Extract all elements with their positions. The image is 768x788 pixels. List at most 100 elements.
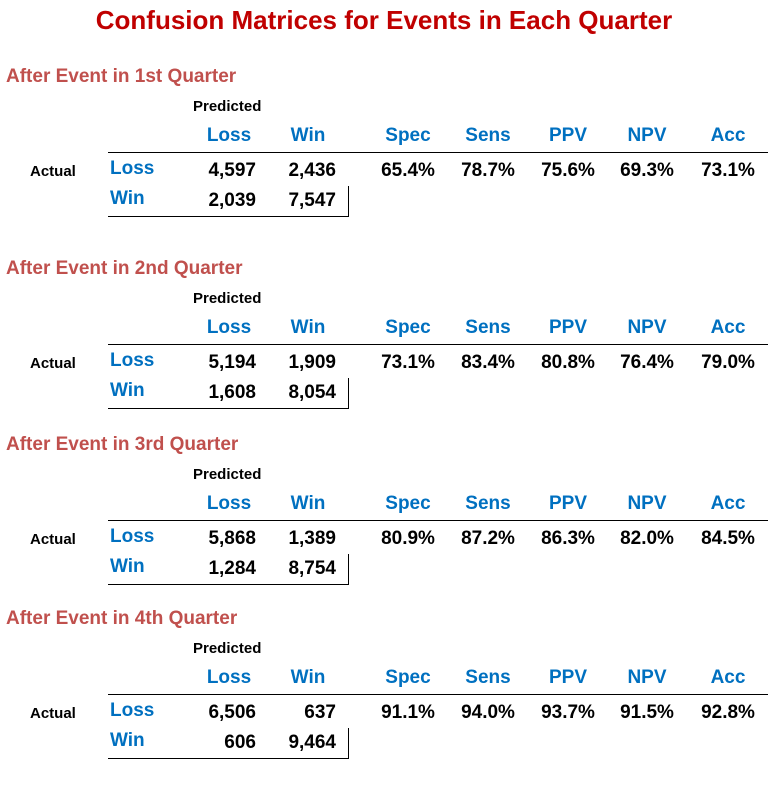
table-header-rule <box>108 520 768 521</box>
matrix-cell: 1,284 <box>208 558 256 579</box>
table-bottom-rule <box>108 758 349 759</box>
matrix-cell: 637 <box>304 702 336 723</box>
metric-value: 84.5% <box>701 528 755 549</box>
matrix-cell: 7,547 <box>288 190 336 211</box>
section-title: After Event in 1st Quarter <box>6 66 237 87</box>
matrix-cell: 1,389 <box>288 528 336 549</box>
predicted-column-header: Win <box>290 667 326 688</box>
metric-header: NPV <box>627 125 667 146</box>
metric-value: 80.8% <box>541 352 595 373</box>
metric-value: 80.9% <box>381 528 435 549</box>
actual-row-header: Win <box>110 380 145 401</box>
table-vertical-rule <box>348 186 349 217</box>
metric-header: NPV <box>627 317 667 338</box>
table-vertical-rule <box>348 554 349 585</box>
metric-header: NPV <box>627 493 667 514</box>
actual-axis-label: Actual <box>30 163 76 180</box>
metric-value: 87.2% <box>461 528 515 549</box>
actual-row-header: Loss <box>110 700 155 721</box>
matrix-cell: 606 <box>224 732 256 753</box>
actual-row-header: Loss <box>110 158 155 179</box>
matrix-cell: 1,608 <box>208 382 256 403</box>
metric-header: Sens <box>465 667 511 688</box>
actual-row-header: Loss <box>110 350 155 371</box>
metric-value: 73.1% <box>381 352 435 373</box>
predicted-axis-label: Predicted <box>193 640 262 657</box>
matrix-cell: 8,754 <box>288 558 336 579</box>
metric-header: PPV <box>548 125 588 146</box>
metric-value: 91.5% <box>620 702 674 723</box>
metric-value: 75.6% <box>541 160 595 181</box>
metric-header: PPV <box>548 493 588 514</box>
actual-row-header: Loss <box>110 526 155 547</box>
metric-value: 82.0% <box>620 528 674 549</box>
predicted-column-header: Win <box>290 317 326 338</box>
table-header-rule <box>108 152 768 153</box>
actual-row-header: Win <box>110 556 145 577</box>
metric-value: 92.8% <box>701 702 755 723</box>
metric-header: Sens <box>465 317 511 338</box>
actual-axis-label: Actual <box>30 531 76 548</box>
matrix-cell: 2,436 <box>288 160 336 181</box>
predicted-column-header: Loss <box>206 493 252 514</box>
section-title: After Event in 4th Quarter <box>6 608 238 629</box>
metric-header: Acc <box>710 667 746 688</box>
predicted-column-header: Win <box>290 493 326 514</box>
metric-header: Acc <box>710 317 746 338</box>
matrix-cell: 6,506 <box>208 702 256 723</box>
matrix-cell: 9,464 <box>288 732 336 753</box>
predicted-axis-label: Predicted <box>193 98 262 115</box>
section-title: After Event in 2nd Quarter <box>6 258 243 279</box>
confusion-matrix-section: After Event in 4th Quarter Predicted Actua… <box>0 608 768 788</box>
table-bottom-rule <box>108 216 349 217</box>
metric-value: 86.3% <box>541 528 595 549</box>
actual-axis-label: Actual <box>30 355 76 372</box>
matrix-cell: 2,039 <box>208 190 256 211</box>
metric-header: Spec <box>385 317 431 338</box>
confusion-matrix-section: After Event in 1st Quarter Predicted Actua… <box>0 66 768 246</box>
predicted-column-header: Loss <box>206 667 252 688</box>
metric-value: 65.4% <box>381 160 435 181</box>
actual-row-header: Win <box>110 188 145 209</box>
metric-header: PPV <box>548 667 588 688</box>
matrix-cell: 4,597 <box>208 160 256 181</box>
metric-header: Spec <box>385 493 431 514</box>
table-header-rule <box>108 344 768 345</box>
table-bottom-rule <box>108 584 349 585</box>
confusion-matrix-section: After Event in 2nd Quarter Predicted Actua… <box>0 258 768 438</box>
table-header-rule <box>108 694 768 695</box>
metric-value: 91.1% <box>381 702 435 723</box>
metric-value: 73.1% <box>701 160 755 181</box>
table-vertical-rule <box>348 728 349 759</box>
matrix-cell: 5,194 <box>208 352 256 373</box>
confusion-matrix-section: After Event in 3rd Quarter Predicted Actua… <box>0 434 768 614</box>
metric-value: 94.0% <box>461 702 515 723</box>
page-title: Confusion Matrices for Events in Each Qu… <box>95 5 673 35</box>
metric-header: PPV <box>548 317 588 338</box>
metric-header: Spec <box>385 667 431 688</box>
metric-header: NPV <box>627 667 667 688</box>
metric-value: 93.7% <box>541 702 595 723</box>
metric-header: Sens <box>465 125 511 146</box>
matrix-cell: 8,054 <box>288 382 336 403</box>
actual-axis-label: Actual <box>30 705 76 722</box>
predicted-axis-label: Predicted <box>193 466 262 483</box>
metric-header: Spec <box>385 125 431 146</box>
metric-value: 78.7% <box>461 160 515 181</box>
matrix-cell: 5,868 <box>208 528 256 549</box>
metric-value: 83.4% <box>461 352 515 373</box>
section-title: After Event in 3rd Quarter <box>6 434 239 455</box>
matrix-cell: 1,909 <box>288 352 336 373</box>
table-vertical-rule <box>348 378 349 409</box>
predicted-column-header: Loss <box>206 125 252 146</box>
metric-value: 69.3% <box>620 160 674 181</box>
table-bottom-rule <box>108 408 349 409</box>
actual-row-header: Win <box>110 730 145 751</box>
predicted-axis-label: Predicted <box>193 290 262 307</box>
metric-header: Acc <box>710 493 746 514</box>
metric-value: 76.4% <box>620 352 674 373</box>
metric-value: 79.0% <box>701 352 755 373</box>
predicted-column-header: Win <box>290 125 326 146</box>
metric-header: Sens <box>465 493 511 514</box>
metric-header: Acc <box>710 125 746 146</box>
